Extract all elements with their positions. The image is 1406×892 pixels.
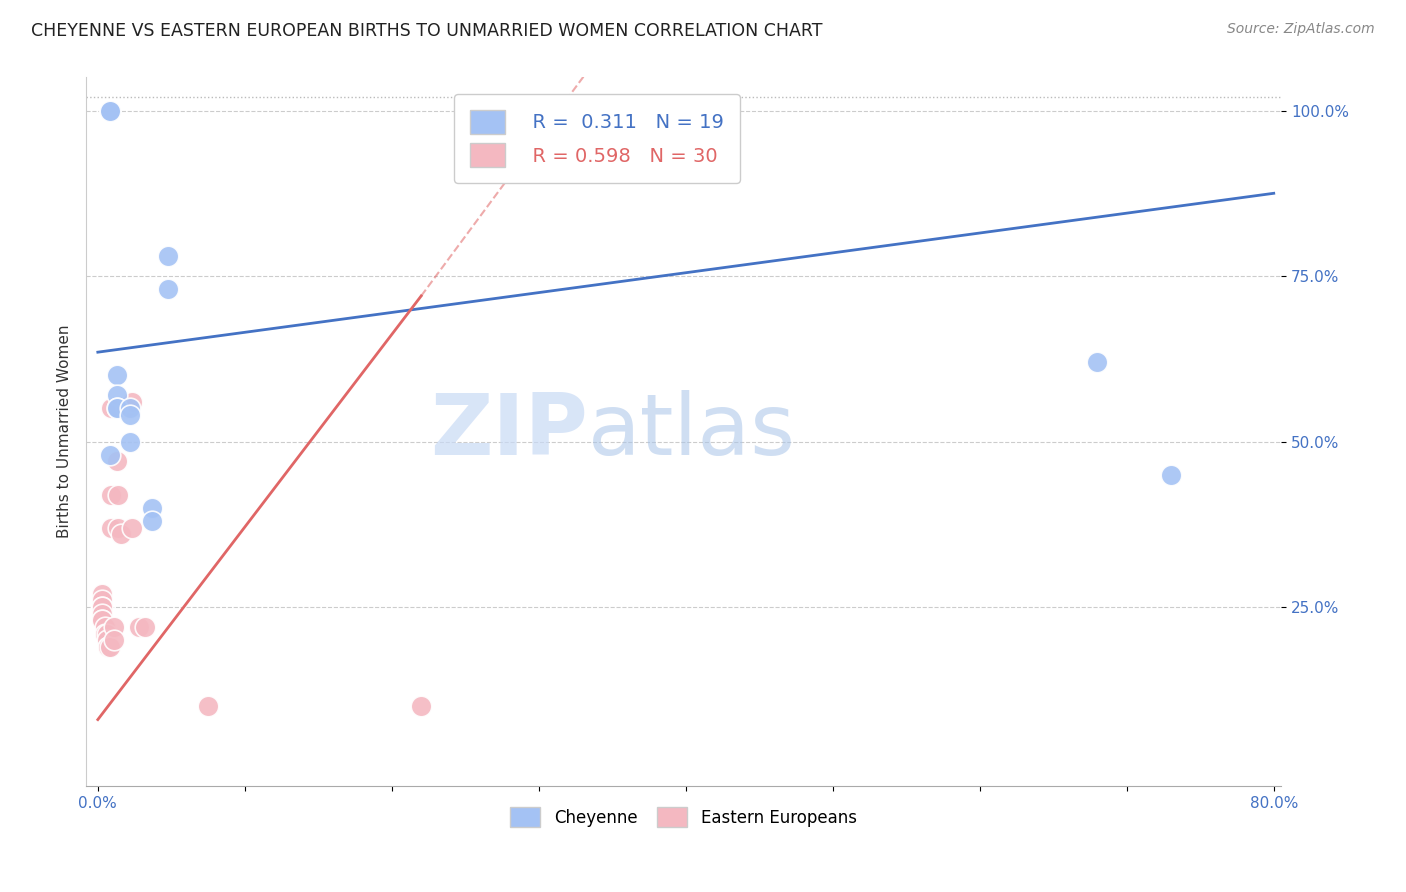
Text: Source: ZipAtlas.com: Source: ZipAtlas.com xyxy=(1227,22,1375,37)
Point xyxy=(91,600,114,615)
Point xyxy=(121,394,143,409)
Point xyxy=(105,368,128,383)
Legend: Cheyenne, Eastern Europeans: Cheyenne, Eastern Europeans xyxy=(503,800,863,834)
Point xyxy=(121,520,143,534)
Point xyxy=(1160,467,1182,482)
Point xyxy=(96,626,118,640)
Point xyxy=(120,408,142,422)
Text: CHEYENNE VS EASTERN EUROPEAN BIRTHS TO UNMARRIED WOMEN CORRELATION CHART: CHEYENNE VS EASTERN EUROPEAN BIRTHS TO U… xyxy=(31,22,823,40)
Point xyxy=(107,520,129,534)
Point xyxy=(411,699,433,714)
Point xyxy=(128,620,150,634)
Point xyxy=(103,633,125,648)
Point xyxy=(120,401,142,416)
Point xyxy=(134,620,156,634)
Point xyxy=(98,103,121,118)
Point xyxy=(98,448,121,462)
Point xyxy=(98,103,121,118)
Point xyxy=(97,640,120,654)
Point xyxy=(141,500,163,515)
Point xyxy=(197,699,219,714)
Point xyxy=(98,640,121,654)
Text: ZIP: ZIP xyxy=(430,390,588,473)
Point xyxy=(157,249,180,263)
Point xyxy=(103,620,125,634)
Point xyxy=(105,454,128,468)
Point xyxy=(98,103,121,118)
Point xyxy=(105,401,128,416)
Point xyxy=(96,633,118,648)
Point xyxy=(91,593,114,607)
Point xyxy=(107,487,129,501)
Text: atlas: atlas xyxy=(588,390,796,473)
Point xyxy=(91,613,114,627)
Point xyxy=(1085,355,1108,369)
Point xyxy=(105,388,128,402)
Point xyxy=(110,527,132,541)
Point xyxy=(100,487,122,501)
Point xyxy=(100,401,122,416)
Point xyxy=(98,103,121,118)
Point xyxy=(645,103,668,118)
Point xyxy=(94,620,117,634)
Point xyxy=(94,626,117,640)
Y-axis label: Births to Unmarried Women: Births to Unmarried Women xyxy=(58,325,72,539)
Point xyxy=(105,401,128,416)
Point xyxy=(114,401,136,416)
Point xyxy=(91,613,114,627)
Point xyxy=(91,607,114,621)
Point xyxy=(120,434,142,449)
Point xyxy=(141,514,163,528)
Point xyxy=(100,520,122,534)
Point xyxy=(97,640,120,654)
Point xyxy=(157,282,180,296)
Point xyxy=(91,600,114,615)
Point xyxy=(91,587,114,601)
